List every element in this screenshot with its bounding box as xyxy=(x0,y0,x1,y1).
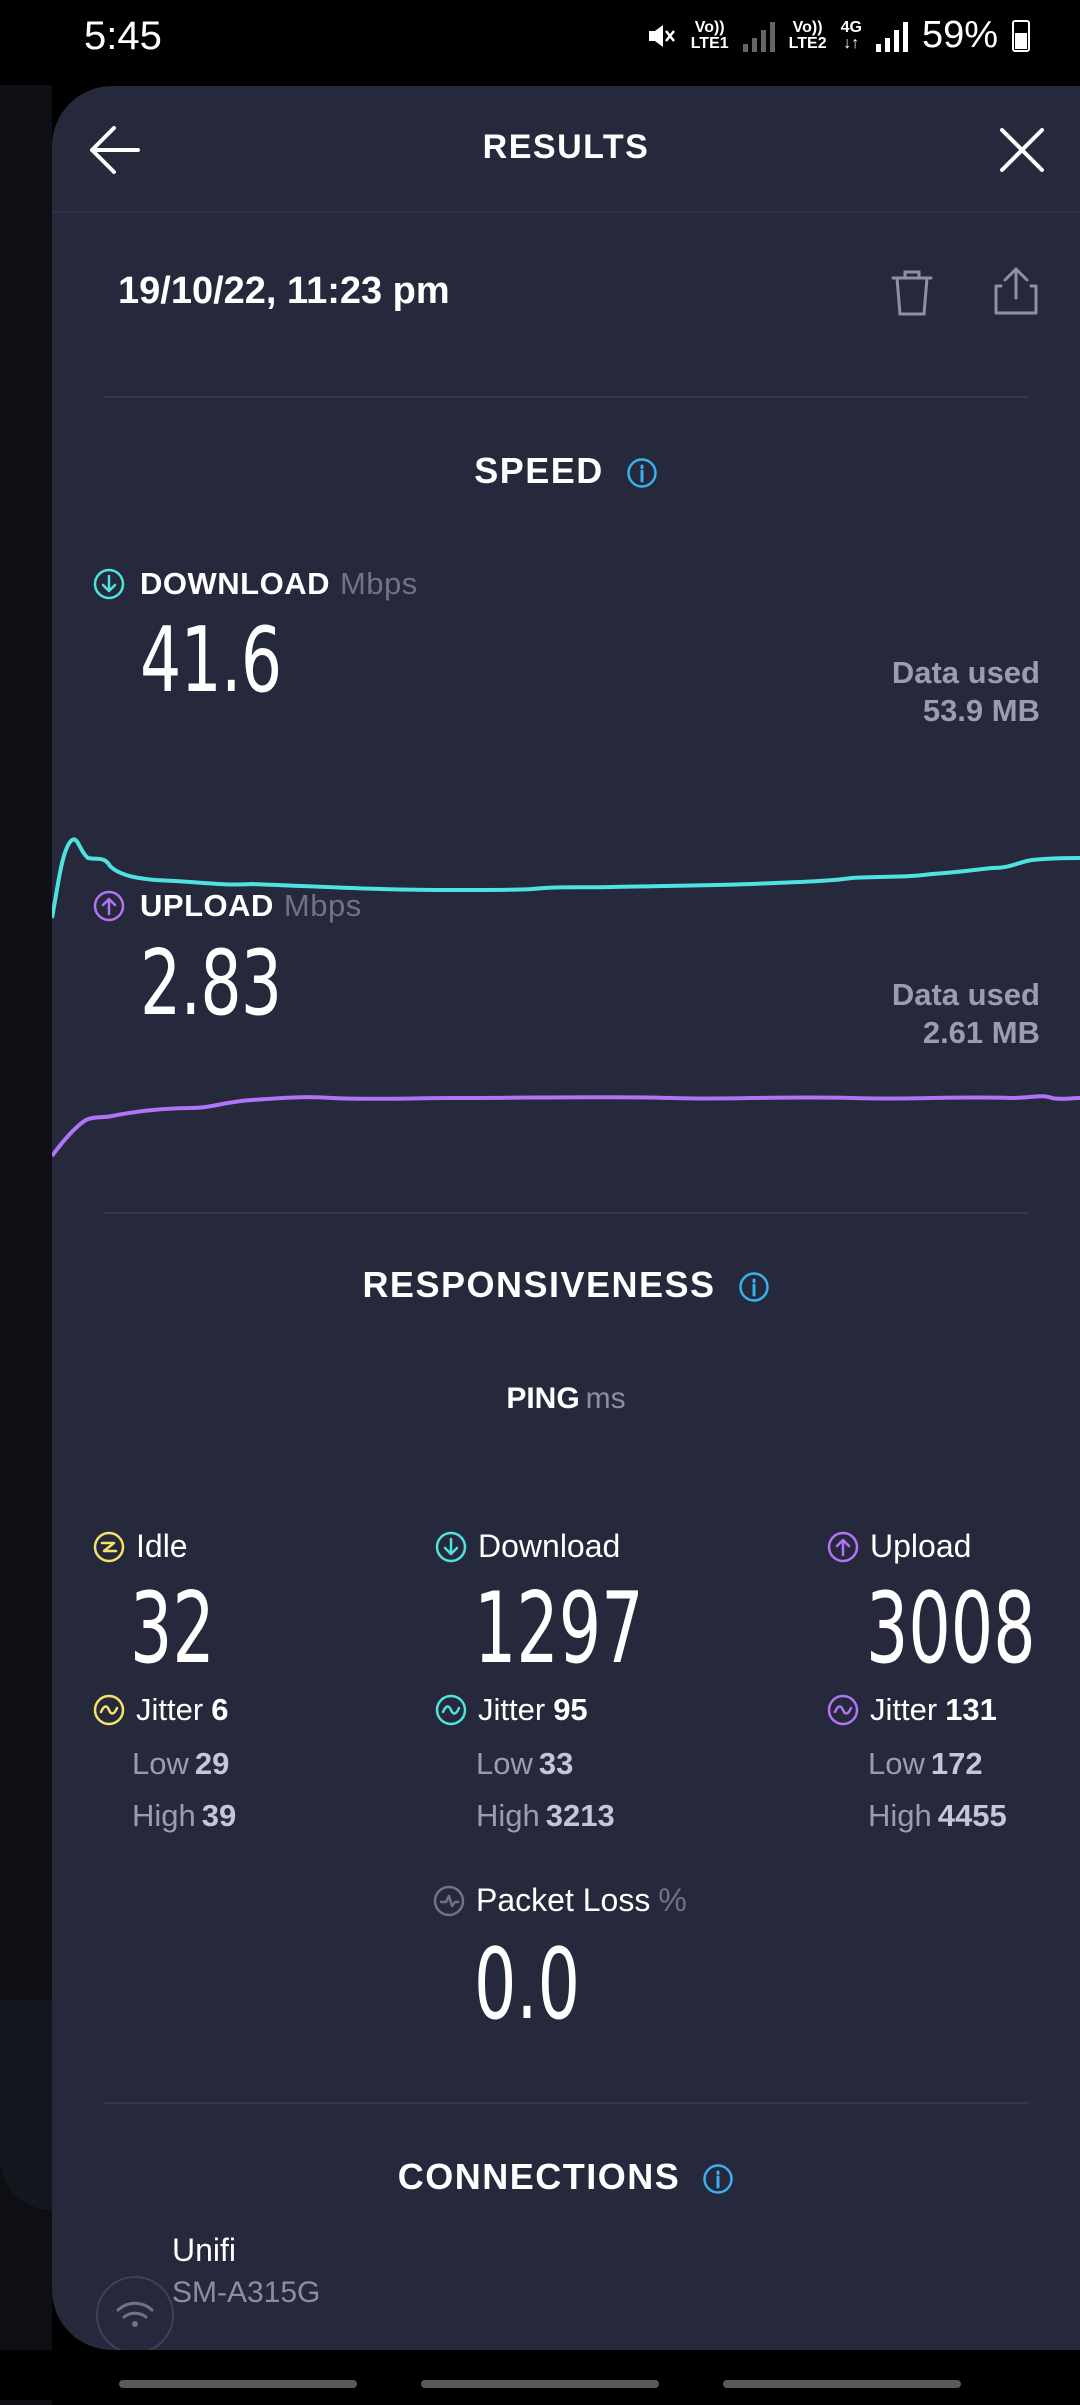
packet-loss-icon xyxy=(433,1885,465,1916)
nav-back-button[interactable] xyxy=(723,2380,961,2388)
responsiveness-section-title: RESPONSIVENESS xyxy=(52,1264,1080,1306)
ping-idle-label: Idle xyxy=(92,1528,188,1565)
signal-1-icon xyxy=(742,20,775,52)
ping-download-low: Low 33 xyxy=(476,1746,574,1781)
download-label: DOWNLOAD Mbps xyxy=(92,566,418,602)
speed-section-title: SPEED xyxy=(52,450,1080,492)
connections-section-title: CONNECTIONS xyxy=(52,2156,1080,2198)
upload-label: UPLOAD Mbps xyxy=(92,888,362,924)
ping-title: PING ms xyxy=(506,1382,626,1415)
download-data-used: Data used 53.9 MB xyxy=(891,655,1040,728)
sim1-label: Vo)) LTE1 xyxy=(690,18,729,52)
upload-speed-value: 2.83 xyxy=(140,931,282,1036)
back-button[interactable] xyxy=(86,122,146,178)
divider xyxy=(104,396,1028,398)
trash-icon xyxy=(891,270,933,316)
jitter-icon xyxy=(93,1694,125,1726)
network-type: 4G ↓↑ xyxy=(840,18,862,52)
download-speed-graph xyxy=(52,837,1080,919)
download-arrow-icon xyxy=(93,568,125,600)
ping-upload-column: Upload 3008 Jitter 131 Low 172 High 4455 xyxy=(826,1528,1066,1848)
wifi-icon-circle xyxy=(96,2276,174,2350)
delete-button[interactable] xyxy=(890,269,934,317)
ping-idle-value: 32 xyxy=(130,1572,215,1686)
share-button[interactable] xyxy=(992,266,1040,316)
sim2-label: Vo)) LTE2 xyxy=(788,18,827,52)
upload-speed-graph xyxy=(52,1094,1080,1158)
mute-icon xyxy=(648,24,675,47)
wifi-icon xyxy=(116,2301,154,2327)
info-icon[interactable] xyxy=(626,457,658,489)
nav-home-button[interactable] xyxy=(421,2380,659,2388)
packet-loss-value: 0.0 xyxy=(474,1928,580,2042)
close-icon xyxy=(1000,128,1044,172)
idle-icon xyxy=(93,1531,125,1562)
ping-idle-low: Low 29 xyxy=(132,1746,230,1781)
signal-2-icon xyxy=(875,20,908,52)
ping-download-label: Download xyxy=(434,1528,620,1565)
upload-arrow-icon xyxy=(827,1531,859,1562)
navigation-bar xyxy=(0,2350,1080,2400)
ping-upload-high: High 4455 xyxy=(868,1798,1007,1833)
arrow-left-icon xyxy=(90,126,140,174)
connection-name: Unifi xyxy=(172,2232,237,2268)
jitter-icon xyxy=(827,1694,859,1726)
packet-loss-label: Packet Loss% xyxy=(432,1882,687,1919)
jitter-icon xyxy=(435,1694,467,1726)
download-speed-value: 41.6 xyxy=(140,608,282,713)
upload-data-used: Data used 2.61 MB xyxy=(891,977,1040,1050)
status-bar: 5:45 Vo)) LTE1 Vo)) LTE2 4G ↓↑ 59% xyxy=(0,0,1080,80)
header-divider xyxy=(52,211,1080,213)
ping-idle-high: High 39 xyxy=(132,1798,237,1833)
download-arrow-icon xyxy=(435,1531,467,1562)
top-bar: RESULTS xyxy=(52,86,1080,211)
close-button[interactable] xyxy=(994,122,1050,178)
results-sheet: RESULTS 19/10/22, 11:23 pm SPEED DOWNLOA… xyxy=(52,86,1080,2350)
upload-arrow-icon xyxy=(93,890,125,922)
info-icon[interactable] xyxy=(702,2163,734,2195)
ping-idle-jitter: Jitter 6 xyxy=(92,1692,228,1728)
ping-upload-label: Upload xyxy=(826,1528,971,1565)
connection-device: SM-A315G xyxy=(172,2276,321,2309)
ping-upload-low: Low 172 xyxy=(868,1746,983,1781)
test-datetime: 19/10/22, 11:23 pm xyxy=(118,270,450,312)
ping-download-column: Download 1297 Jitter 95 Low 33 High 3213 xyxy=(434,1528,734,1848)
divider xyxy=(104,2102,1028,2104)
ping-upload-value: 3008 xyxy=(866,1572,1036,1686)
share-icon xyxy=(994,267,1038,315)
info-icon[interactable] xyxy=(738,1271,770,1303)
ping-download-value: 1297 xyxy=(474,1572,644,1686)
nav-recents-button[interactable] xyxy=(119,2380,357,2388)
ping-upload-jitter: Jitter 131 xyxy=(826,1692,997,1728)
divider xyxy=(104,1212,1028,1214)
battery-percent: 59% xyxy=(921,14,998,56)
background-app-pill xyxy=(0,2000,52,2210)
ping-download-jitter: Jitter 95 xyxy=(434,1692,588,1728)
page-title: RESULTS xyxy=(482,128,650,166)
ping-idle-column: Idle 32 Jitter 6 Low 29 High 39 xyxy=(92,1528,352,1848)
status-icons: Vo)) LTE1 Vo)) LTE2 4G ↓↑ 59% xyxy=(645,14,1030,57)
status-time: 5:45 xyxy=(84,14,162,58)
battery-icon xyxy=(1012,19,1030,52)
ping-download-high: High 3213 xyxy=(476,1798,615,1833)
